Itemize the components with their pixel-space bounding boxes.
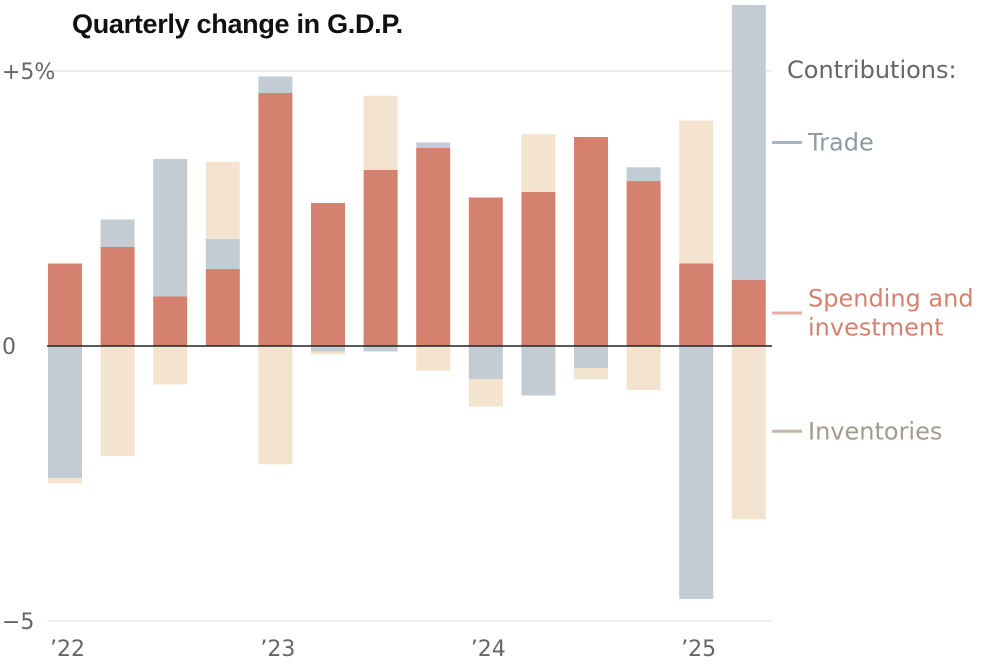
bar-inventories (363, 95, 398, 170)
bar-spending-and-investment (258, 93, 293, 346)
bar-spending-and-investment (311, 203, 345, 346)
gridlines (47, 70, 772, 622)
bar-inventories (205, 161, 240, 239)
bar-inventories (574, 368, 608, 379)
x-tick-label: ’22 (50, 637, 85, 662)
bar-spending-and-investment (416, 148, 451, 346)
bar-spending-and-investment (153, 296, 188, 346)
x-tick-label: ’24 (471, 637, 506, 662)
x-tick-label: ’25 (681, 637, 716, 662)
bar-spending-and-investment (521, 192, 556, 346)
y-tick-label: −5 (2, 610, 34, 635)
bar-inventories (153, 346, 188, 385)
bar-trade (416, 142, 451, 148)
bar-trade (363, 346, 398, 352)
bar-spending-and-investment (574, 137, 608, 346)
bar-trade (100, 219, 135, 247)
y-axis-ticks: +5% 0 −5 (2, 60, 55, 635)
chart-title: Quarterly change in G.D.P. (72, 9, 403, 39)
y-tick-label: +5% (2, 60, 55, 85)
bar-trade (258, 76, 293, 93)
bar-trade (521, 346, 556, 396)
bar-spending-and-investment (626, 181, 661, 346)
bar-inventories (100, 346, 135, 456)
legend-label-inventories: Inventories (808, 417, 942, 445)
bar-inventories (258, 346, 293, 465)
legend-label-trade: Trade (807, 129, 874, 157)
y-tick-label: 0 (2, 335, 16, 360)
bars-group (48, 5, 766, 599)
bar-spending-and-investment (100, 247, 135, 346)
bar-spending-and-investment (731, 280, 766, 346)
bar-inventories (679, 120, 714, 264)
bar-trade (626, 167, 661, 182)
bar-trade (311, 346, 345, 352)
bar-trade (153, 159, 188, 297)
bar-inventories (626, 346, 661, 390)
x-axis-ticks: ’22 ’23 ’24 ’25 (50, 637, 716, 662)
bar-trade (731, 5, 766, 280)
bar-inventories (311, 351, 345, 355)
bar-inventories (521, 134, 556, 192)
legend-label-spending-and-investment: Spending and investment (808, 285, 974, 342)
bar-trade (48, 346, 82, 478)
bar-spending-and-investment (48, 263, 82, 346)
bar-trade (468, 346, 503, 379)
bar-inventories (416, 346, 451, 371)
bar-trade (205, 238, 240, 270)
bar-inventories (48, 478, 82, 484)
x-tick-label: ’23 (260, 637, 295, 662)
bar-trade (574, 346, 608, 368)
bar-spending-and-investment (468, 197, 503, 346)
bar-inventories (731, 346, 766, 520)
bar-inventories (468, 379, 503, 407)
bar-spending-and-investment (679, 263, 714, 346)
bar-spending-and-investment (363, 170, 398, 346)
legend: Contributions: Trade Spending and investme… (772, 56, 974, 445)
legend-heading: Contributions: (787, 56, 957, 84)
bar-trade (679, 346, 714, 599)
bar-spending-and-investment (205, 269, 240, 346)
